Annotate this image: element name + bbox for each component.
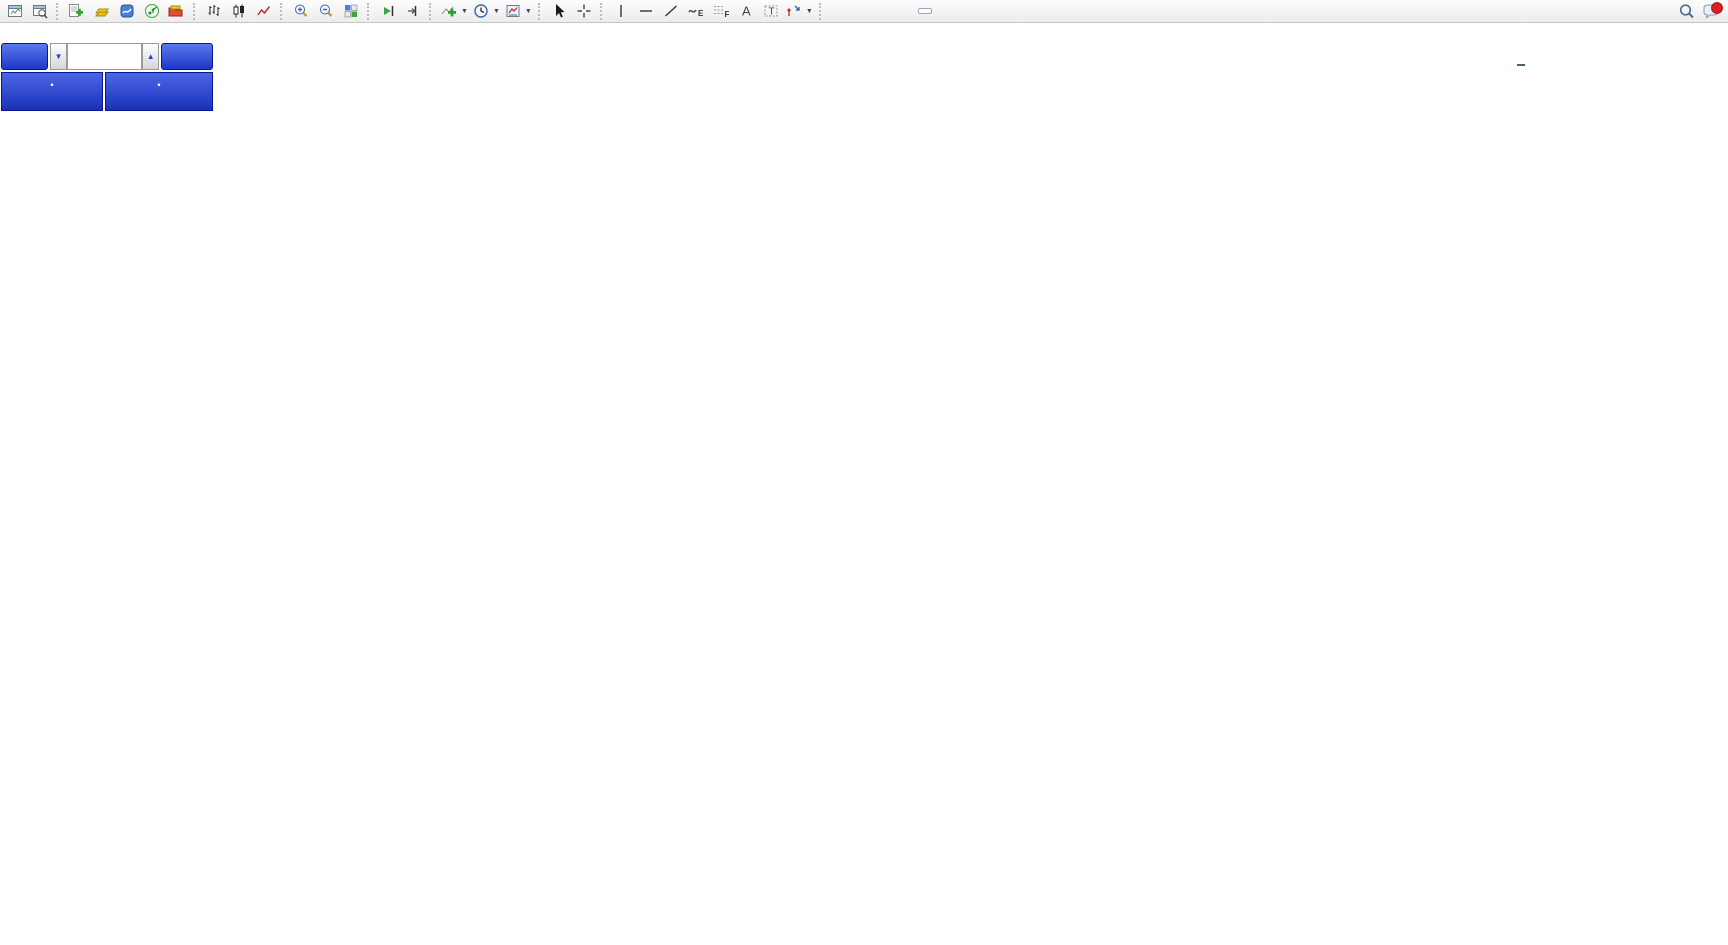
toolbar-grip <box>280 2 285 20</box>
toolbar-grip <box>56 2 61 20</box>
gold-icon[interactable] <box>90 1 114 21</box>
arrows-dropdown[interactable]: ▼ <box>784 1 815 21</box>
svg-text:A: A <box>742 4 751 19</box>
auto-scroll-icon[interactable] <box>376 1 400 21</box>
toolbar-grip <box>429 2 434 20</box>
tf-d1[interactable] <box>917 8 932 14</box>
tile-windows-icon[interactable] <box>339 1 363 21</box>
signal-icon[interactable] <box>140 1 164 21</box>
profile-window-icon[interactable] <box>28 1 52 21</box>
sell-button[interactable] <box>1 43 48 70</box>
line-chart-icon[interactable] <box>252 1 276 21</box>
toolbar-grip <box>537 2 543 20</box>
volume-input[interactable] <box>67 43 143 70</box>
tf-m5[interactable] <box>843 8 857 14</box>
note-box[interactable] <box>1517 64 1525 66</box>
tf-m1[interactable] <box>828 8 842 14</box>
tf-h1[interactable] <box>888 8 902 14</box>
zoom-out-icon[interactable] <box>314 1 338 21</box>
notifications-icon[interactable] <box>1699 1 1725 21</box>
one-click-trading-panel: ▼ ▲ . . <box>1 43 214 111</box>
crosshair-icon[interactable] <box>572 1 596 21</box>
text-icon[interactable]: A <box>734 1 758 21</box>
equidistant-channel-icon[interactable]: E <box>684 1 708 21</box>
tf-m30[interactable] <box>873 8 887 14</box>
text-label-icon[interactable]: T <box>759 1 783 21</box>
autotrade-button[interactable] <box>165 1 189 21</box>
bar-chart-icon[interactable] <box>202 1 226 21</box>
main-toolbar: ▼ ▼ ▼ E F A T ▼ <box>0 0 1728 23</box>
svg-text:F: F <box>724 10 729 19</box>
new-order-button[interactable] <box>65 1 89 21</box>
chart-shift-icon[interactable] <box>401 1 425 21</box>
toolbar-grip <box>599 2 605 20</box>
periods-dropdown[interactable]: ▼ <box>471 1 502 21</box>
svg-text:T: T <box>768 7 774 18</box>
tf-w1[interactable] <box>933 8 947 14</box>
cursor-icon[interactable] <box>547 1 571 21</box>
horizontal-line-icon[interactable] <box>634 1 658 21</box>
tf-m15[interactable] <box>858 8 872 14</box>
vertical-line-icon[interactable] <box>609 1 633 21</box>
buy-price[interactable]: . <box>105 72 213 111</box>
buy-button[interactable] <box>161 43 214 70</box>
volume-increase-button[interactable]: ▲ <box>142 43 160 70</box>
toolbar-grip <box>818 2 824 20</box>
fibonacci-icon[interactable]: F <box>709 1 733 21</box>
templates-dropdown[interactable]: ▼ <box>503 1 534 21</box>
search-icon[interactable] <box>1674 1 1698 21</box>
chart-window-icon[interactable] <box>3 1 27 21</box>
tf-h4[interactable] <box>903 8 917 14</box>
tf-mn[interactable] <box>948 8 962 14</box>
trendline-icon[interactable] <box>659 1 683 21</box>
candlestick-chart-icon[interactable] <box>227 1 251 21</box>
sell-price[interactable]: . <box>1 72 103 111</box>
community-icon[interactable] <box>115 1 139 21</box>
toolbar-grip <box>367 2 372 20</box>
zoom-in-icon[interactable] <box>289 1 313 21</box>
volume-decrease-button[interactable]: ▼ <box>49 43 68 70</box>
svg-text:E: E <box>698 9 704 18</box>
toolbar-grip <box>193 2 198 20</box>
indicators-dropdown[interactable]: ▼ <box>438 1 470 21</box>
